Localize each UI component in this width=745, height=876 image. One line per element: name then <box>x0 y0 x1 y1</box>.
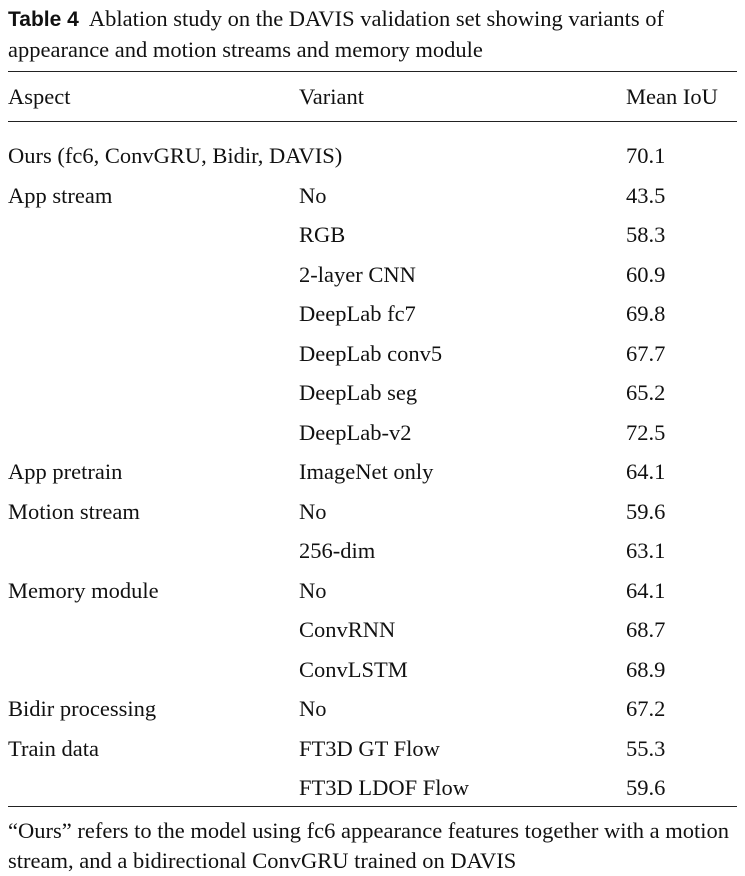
header-aspect: Aspect <box>8 84 71 109</box>
row-variant: DeepLab-v2 <box>299 420 412 445</box>
table-caption-text: Ablation study on the DAVIS validation s… <box>8 6 664 62</box>
row-mean-iou: 60.9 <box>626 262 666 287</box>
row-mean-iou: 70.1 <box>626 143 666 168</box>
row-mean-iou: 68.9 <box>626 657 666 682</box>
row-variant: DeepLab conv5 <box>299 341 443 366</box>
row-variant: ConvLSTM <box>299 657 408 682</box>
row-variant: No <box>299 499 327 524</box>
row-variant: No <box>299 183 327 208</box>
row-aspect: Train data <box>8 736 100 761</box>
row-mean-iou: 68.7 <box>626 617 666 642</box>
row-mean-iou: 67.7 <box>626 341 666 366</box>
row-mean-iou: 58.3 <box>626 222 666 247</box>
row-mean-iou: 67.2 <box>626 696 666 721</box>
row-mean-iou: 72.5 <box>626 420 666 445</box>
row-variant: FT3D LDOF Flow <box>299 775 470 800</box>
row-aspect: App stream <box>8 183 113 208</box>
row-mean-iou: 63.1 <box>626 538 666 563</box>
row-variant: ImageNet only <box>299 459 434 484</box>
row-variant: DeepLab seg <box>299 380 418 405</box>
header-mean-iou: Mean IoU <box>626 84 718 109</box>
row-aspect: Ours (fc6, ConvGRU, Bidir, DAVIS) <box>8 143 343 168</box>
table-label: Table 4 <box>8 8 79 31</box>
row-aspect: App pretrain <box>8 459 123 484</box>
row-variant: ConvRNN <box>299 617 396 642</box>
row-aspect: Memory module <box>8 578 159 603</box>
row-mean-iou: 59.6 <box>626 499 666 524</box>
row-aspect: Motion stream <box>8 499 140 524</box>
row-variant: 256-dim <box>299 538 376 563</box>
row-variant: FT3D GT Flow <box>299 736 440 761</box>
row-mean-iou: 64.1 <box>626 459 666 484</box>
row-variant: DeepLab fc7 <box>299 301 416 326</box>
row-variant: 2-layer CNN <box>299 262 416 287</box>
table-caption: Table 4 Ablation study on the DAVIS vali… <box>8 4 738 65</box>
row-variant: No <box>299 696 327 721</box>
row-mean-iou: 65.2 <box>626 380 666 405</box>
row-aspect: Bidir processing <box>8 696 157 721</box>
table-top-rule <box>8 71 737 72</box>
row-variant: RGB <box>299 222 346 247</box>
row-mean-iou: 69.8 <box>626 301 666 326</box>
row-mean-iou: 64.1 <box>626 578 666 603</box>
row-mean-iou: 59.6 <box>626 775 666 800</box>
table-footnote: “Ours” refers to the model using fc6 app… <box>8 818 729 873</box>
row-variant: No <box>299 578 327 603</box>
table-bottom-rule <box>8 806 737 807</box>
table-header-rule <box>8 121 737 122</box>
row-mean-iou: 43.5 <box>626 183 666 208</box>
header-variant: Variant <box>299 84 364 109</box>
row-mean-iou: 55.3 <box>626 736 666 761</box>
